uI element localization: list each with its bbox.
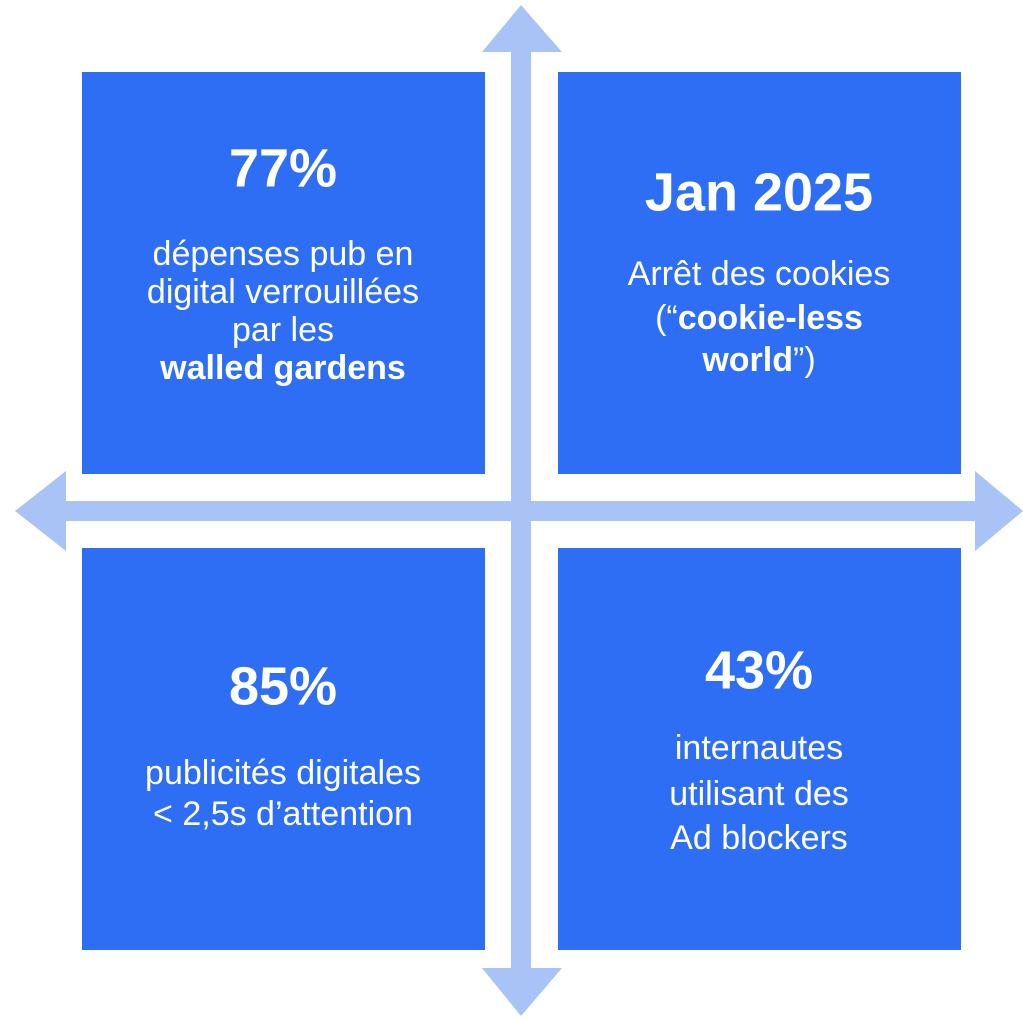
arrow-right	[975, 471, 1023, 551]
text-segment: < 2,5s d’attention	[153, 795, 413, 833]
body-line: dépenses pub en	[153, 235, 414, 273]
text-segment: dépenses pub en	[153, 235, 414, 273]
text-segment: Arrêt des cookies	[628, 255, 891, 293]
body-line: par les	[232, 311, 334, 349]
body-line: internautes	[675, 729, 843, 767]
text-segment: ”)	[793, 341, 816, 379]
body-line: digital verrouillées	[147, 273, 419, 311]
text-segment: publicités digitales	[145, 754, 421, 792]
body-line: utilisant des	[669, 775, 849, 813]
body-line: (“cookie-less	[655, 299, 863, 337]
text-segment: utilisant des	[669, 775, 849, 813]
arrow-up	[482, 5, 562, 52]
body-line: < 2,5s d’attention	[153, 795, 413, 833]
body-line: Arrêt des cookies	[628, 255, 891, 293]
headline: 77%	[229, 138, 337, 198]
text-segment: par les	[232, 311, 334, 349]
body-line: publicités digitales	[145, 754, 421, 792]
text-segment: (“	[655, 299, 678, 337]
arrow-left	[15, 471, 66, 551]
headline: 85%	[229, 656, 337, 716]
quadrant-box	[558, 72, 961, 474]
text-segment: internautes	[675, 729, 843, 767]
horizontal-axis	[60, 501, 980, 521]
body-line: walled gardens	[159, 349, 406, 387]
body-line: world”)	[701, 341, 815, 379]
quadrant-box	[82, 72, 485, 474]
quadrant: 43% internautes utilisant des Ad blockers	[558, 548, 961, 950]
text-segment: digital verrouillées	[147, 273, 419, 311]
axes	[15, 5, 1023, 1016]
quadrant: 85% publicités digitales< 2,5s d’attentio…	[82, 548, 485, 950]
headline: 43%	[705, 640, 813, 700]
body-line: Ad blockers	[670, 819, 848, 857]
text-segment: cookie-less	[678, 299, 863, 337]
text-segment: world	[701, 341, 793, 379]
text-segment: walled gardens	[159, 349, 406, 387]
headline: Jan 2025	[645, 162, 873, 222]
quadrant: Jan 2025 Arrêt des cookies (“cookie-less wo…	[558, 72, 961, 474]
arrow-down	[482, 968, 562, 1016]
text-segment: Ad blockers	[670, 819, 848, 857]
quadrant-box	[558, 548, 961, 950]
quadrant-box	[82, 548, 485, 950]
